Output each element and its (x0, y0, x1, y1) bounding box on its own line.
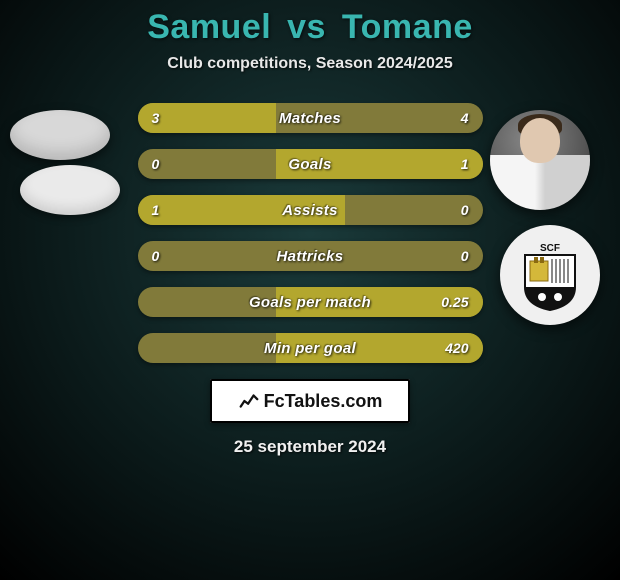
stat-value-right: 420 (431, 333, 482, 363)
vs-separator: vs (287, 8, 326, 46)
stats-list: Matches34Goals01Assists10Hattricks00Goal… (138, 103, 483, 363)
date-label: 25 september 2024 (0, 437, 620, 457)
stat-label: Matches (138, 103, 483, 133)
stat-row: Hattricks0 0 (138, 241, 483, 271)
stat-label: Goals (138, 149, 483, 179)
stat-row: Goals per match0.25 (138, 287, 483, 317)
stat-label: Hattricks (138, 241, 483, 271)
stat-value-right: 0 (447, 241, 483, 271)
stat-value-left: 1 (138, 195, 174, 225)
stat-row: Assists1 0 (138, 195, 483, 225)
stat-row: Matches3 4 (138, 103, 483, 133)
player1-photo (10, 110, 110, 160)
comparison-title: Samuel vs Tomane (0, 8, 620, 47)
stat-row: Min per goal420 (138, 333, 483, 363)
player2-name: Tomane (342, 8, 473, 46)
player2-photo (490, 110, 590, 210)
stat-value-right: 1 (447, 149, 483, 179)
player2-club-badge: SCF (500, 225, 600, 325)
stat-value-right: 0.25 (427, 287, 482, 317)
player1-name: Samuel (147, 8, 271, 46)
main-container: Samuel vs Tomane Club competitions, Seas… (0, 0, 620, 580)
stat-value-right: 0 (447, 195, 483, 225)
stat-row: Goals0 1 (138, 149, 483, 179)
player2-face (520, 118, 560, 163)
svg-text:SCF: SCF (540, 243, 560, 254)
club-crest-icon: SCF (520, 239, 580, 311)
player2-jersey (490, 155, 590, 210)
stat-label: Assists (138, 195, 483, 225)
watermark-text: FcTables.com (264, 391, 383, 412)
stat-value-left: 0 (138, 241, 174, 271)
stat-value-left: 0 (138, 149, 174, 179)
player1-club-badge (20, 165, 120, 215)
watermark: FcTables.com (210, 379, 410, 423)
subtitle: Club competitions, Season 2024/2025 (0, 55, 620, 73)
watermark-icon (238, 390, 260, 412)
stat-value-left: 3 (138, 103, 174, 133)
stat-value-right: 4 (447, 103, 483, 133)
